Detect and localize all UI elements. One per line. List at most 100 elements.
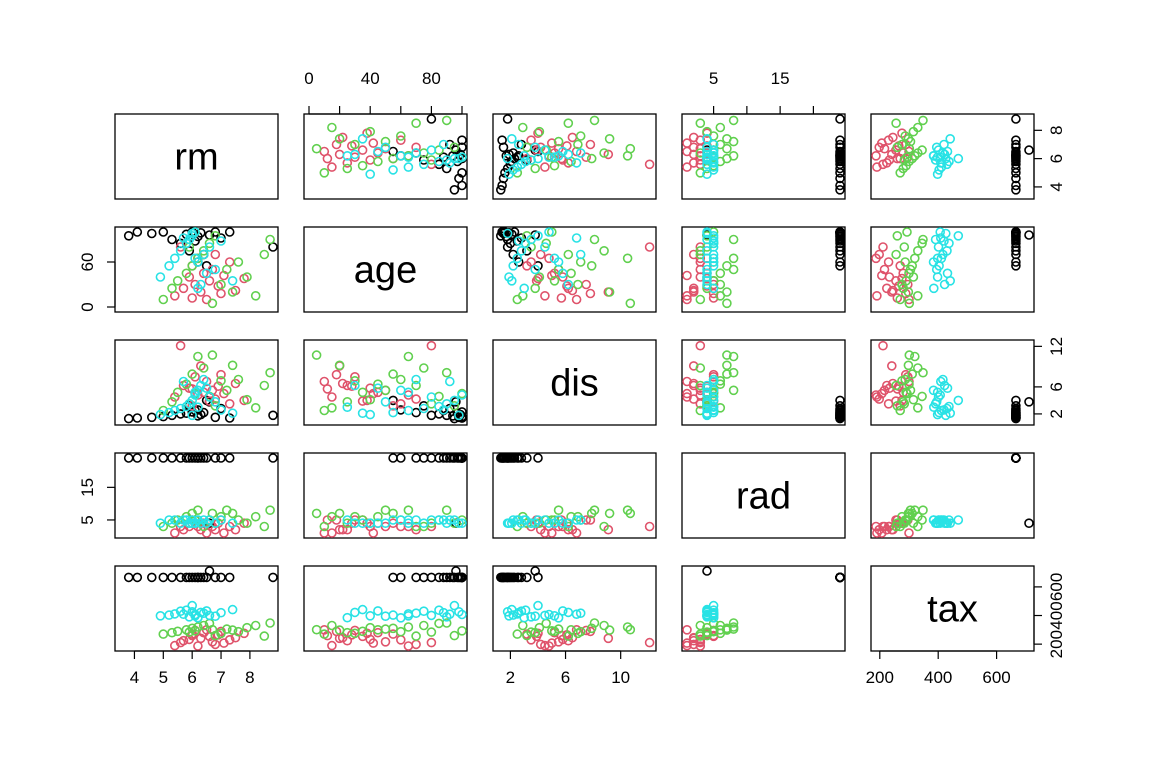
point-age-rm-g3-16	[178, 233, 189, 243]
point-age-rm-g2-0	[158, 294, 169, 305]
point-age-dis-g1-2	[557, 272, 568, 282]
point-age-dis-g2-17	[546, 227, 557, 237]
point-dis-age-g3-0	[365, 409, 376, 420]
point-rm-rad-g3-9	[702, 149, 712, 160]
point-rad-dis-g2-16	[589, 505, 600, 516]
point-rm-tax-g1-10	[879, 143, 890, 154]
point-rm-tax-g1-5	[871, 151, 881, 161]
point-rm-dis-g2-14	[517, 122, 528, 133]
point-tax-rm-g0-3	[158, 572, 169, 583]
tick-label-bottom-rm-5: 5	[159, 668, 168, 687]
point-dis-rad-g3-19	[702, 387, 712, 398]
point-tax-age-g1-0	[327, 640, 337, 651]
point-dis-tax-g3-10	[938, 374, 948, 385]
point-dis-rad-g3-18	[708, 402, 719, 413]
point-tax-age-g2-7	[434, 618, 444, 629]
point-tax-age-g1-7	[373, 627, 383, 638]
point-rad-age-g0-8	[438, 453, 449, 463]
point-dis-rm-g2-16	[265, 367, 275, 378]
point-rm-dis-g1-8	[571, 146, 582, 157]
point-tax-age-g3-4	[434, 605, 444, 616]
point-dis-age-g2-10	[380, 385, 391, 396]
point-dis-rad-g2-18	[722, 350, 732, 360]
point-dis-tax-g0-19	[1011, 395, 1021, 406]
point-rad-tax-g1-18	[878, 521, 888, 532]
point-dis-rad-g3-3	[702, 403, 712, 414]
point-tax-rm-g3-3	[175, 606, 186, 617]
point-age-rm-g3-15	[227, 275, 238, 286]
point-age-dis-g2-15	[563, 249, 574, 260]
point-dis-tax-g0-11	[1011, 407, 1021, 418]
point-rm-tax-g2-17	[902, 152, 912, 162]
point-rad-age-g1-14	[368, 528, 379, 538]
point-age-tax-g2-7	[917, 238, 927, 249]
point-age-rad-g3-18	[708, 283, 719, 294]
point-rm-dis-g2-12	[575, 131, 586, 141]
point-tax-rm-g2-12	[233, 626, 244, 637]
point-age-tax-g3-13	[931, 264, 942, 275]
point-tax-age-g2-11	[334, 625, 345, 635]
point-rad-age-g3-8	[395, 515, 406, 525]
point-age-rad-g0-17	[835, 246, 845, 256]
point-age-rad-g3-17	[702, 228, 712, 239]
point-tax-dis-g2-0	[512, 629, 523, 639]
tick-label-left-age-60: 60	[78, 253, 97, 272]
point-dis-rm-g2-3	[181, 379, 192, 390]
point-tax-rm-g2-17	[190, 625, 200, 636]
point-dis-age-g3-10	[411, 374, 421, 385]
point-tax-age-g1-15	[395, 634, 406, 645]
point-age-rm-g0-14	[216, 233, 226, 243]
panel-age-dis	[492, 226, 657, 313]
point-tax-age-g2-16	[441, 618, 452, 628]
point-rm-tax-g1-18	[878, 159, 888, 170]
point-rad-dis-g2-18	[625, 508, 636, 519]
point-rm-age-g3-16	[444, 158, 455, 168]
point-tax-rm-g1-17	[239, 628, 249, 639]
panel-rm-dis	[492, 113, 657, 200]
point-rm-dis-g2-18	[625, 143, 636, 154]
point-tax-age-g2-19	[426, 627, 437, 637]
point-age-rad-g0-14	[835, 233, 845, 243]
point-age-dis-g0-16	[502, 242, 513, 252]
point-tax-dis-g3-12	[540, 610, 550, 621]
point-tax-dis-g2-16	[589, 618, 600, 628]
point-dis-age-g1-0	[327, 392, 337, 402]
point-rm-tax-g3-15	[945, 134, 956, 144]
point-rm-dis-g0-0	[495, 185, 506, 195]
point-rm-age-g3-11	[373, 146, 383, 157]
point-rad-age-g2-11	[334, 508, 345, 519]
point-age-rm-g3-12	[204, 242, 215, 252]
tick-label-top-rad-15: 15	[771, 69, 790, 88]
point-rad-age-g3-15	[357, 518, 368, 529]
point-age-rm-g0-3	[158, 227, 169, 237]
point-age-rm-g1-13	[216, 288, 226, 299]
point-tax-age-g0-16	[426, 572, 437, 583]
point-rm-rad-g2-6	[695, 148, 706, 158]
point-rm-age-g2-2	[357, 160, 368, 171]
point-age-dis-g2-11	[604, 287, 615, 297]
point-tax-rm-g3-12	[204, 610, 215, 621]
point-dis-rm-g3-0	[155, 409, 166, 420]
panel-rad-age	[303, 452, 468, 539]
point-age-rm-g2-11	[227, 287, 238, 297]
point-rad-dis-g1-4	[581, 515, 592, 525]
point-rm-dis-g1-14	[546, 138, 557, 148]
point-rad-dis-g1-13	[585, 515, 596, 525]
point-dis-rad-g2-9	[715, 375, 726, 386]
point-dis-age-g2-12	[395, 374, 406, 385]
point-rad-rm-g0-3	[158, 453, 169, 463]
point-rm-rad-g2-9	[715, 139, 726, 150]
point-dis-rm-g2-5	[193, 351, 203, 362]
point-age-rad-g0-19	[835, 260, 845, 271]
point-dis-rm-g3-1	[164, 407, 174, 418]
point-rad-tax-g0-19	[1011, 453, 1021, 463]
point-age-tax-g1-11	[874, 249, 885, 260]
point-rad-age-g3-7	[457, 518, 467, 529]
point-rad-age-g2-0	[319, 521, 330, 532]
point-tax-age-g3-6	[449, 600, 460, 611]
point-rm-rad-g2-16	[728, 115, 739, 126]
point-age-dis-g1-13	[585, 288, 596, 299]
variable-label-age: age	[354, 250, 417, 292]
point-dis-rad-g3-6	[708, 395, 719, 406]
panel-dis-dis	[492, 339, 657, 426]
